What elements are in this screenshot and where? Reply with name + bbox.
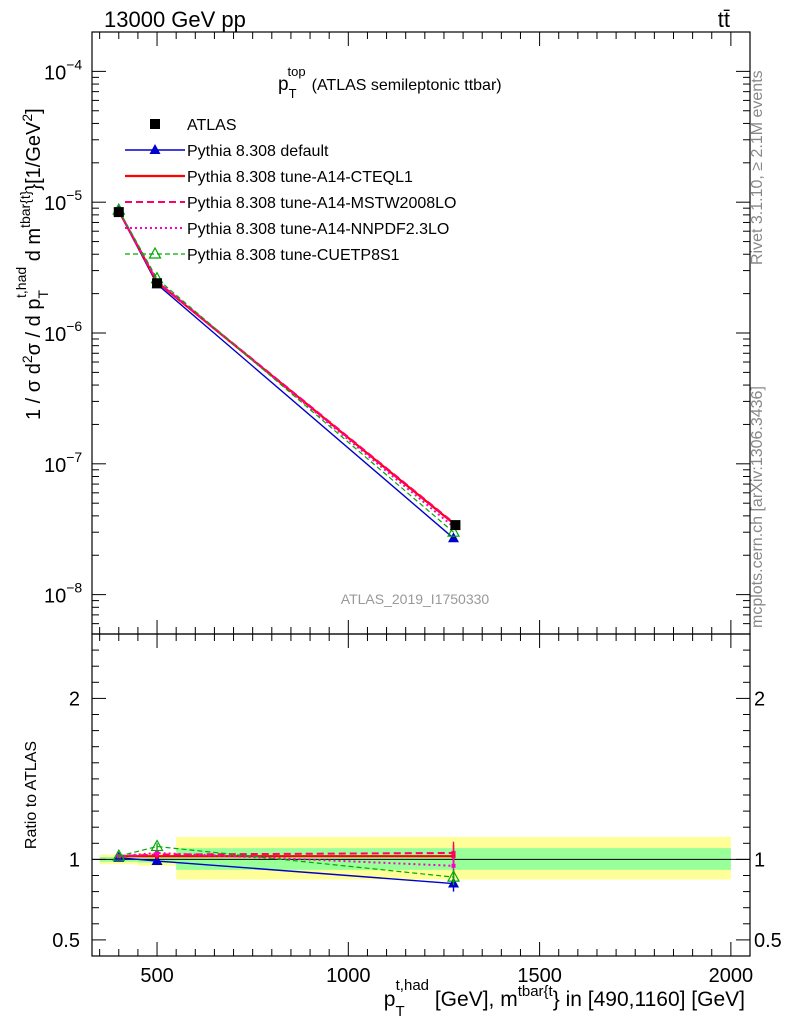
ratio-data-point <box>150 839 164 852</box>
legend-entry: Pythia 8.308 tune-A14-NNPDF2.3LO <box>125 221 449 238</box>
main-data-point <box>152 278 163 289</box>
main-y-tick-label: 10−7 <box>44 449 82 477</box>
x-axis-label: pTt,had [GeV], mtbar{t} in [490,1160] [G… <box>384 977 745 1020</box>
mcplots-label: mcplots.cern.ch [arXiv:1306.3436] <box>749 386 766 628</box>
legend-entry: Pythia 8.308 default <box>125 143 329 160</box>
main-y-tick-label: 10−5 <box>44 187 82 215</box>
ratio-y-tick-label: 1 <box>69 849 80 871</box>
ratio-data-point <box>447 869 461 882</box>
legend-marker <box>148 246 162 259</box>
ratio-y-tick-label-right: 2 <box>754 688 765 710</box>
main-data-point <box>113 207 124 218</box>
ratio-y-tick-label-right: 0.5 <box>754 930 782 952</box>
ratio-data-point <box>151 855 163 866</box>
main-y-tick-label: 10−4 <box>44 56 82 84</box>
x-tick-label: 500 <box>140 965 173 987</box>
legend-marker <box>150 119 160 129</box>
main-y-tick-label: 10−8 <box>44 580 82 608</box>
x-tick-label: 2000 <box>709 965 754 987</box>
ratio-data-point <box>451 850 456 855</box>
main-series-0 <box>113 207 461 531</box>
analysis-watermark: ATLAS_2019_I1750330 <box>341 591 490 607</box>
legend-entry: Pythia 8.308 tune-CUETP8S1 <box>125 246 400 264</box>
main-y-axis-label: 1 / σ d2σ / d pTt,had d mtbar{t}}[1/GeV2… <box>13 108 51 420</box>
plot-title: pTtop(ATLAS semileptonic ttbar) <box>278 64 502 101</box>
legend-label: Pythia 8.308 tune-A14-MSTW2008LO <box>187 195 456 212</box>
ratio-data-point <box>112 848 126 861</box>
ratio-y-tick-label-right: 1 <box>754 849 765 871</box>
ratio-series-4 <box>112 839 461 886</box>
rivet-version-label: Rivet 3.1.10, ≥ 2.1M events <box>749 70 766 265</box>
ratio-series-line <box>118 851 454 867</box>
main-data-point <box>450 520 461 531</box>
energy-label: 13000 GeV pp <box>104 7 246 32</box>
ratio-data-point <box>451 863 456 868</box>
process-label: tt̄ <box>718 7 730 32</box>
legend-label: ATLAS <box>187 117 237 134</box>
legend-label: Pythia 8.308 default <box>187 143 329 160</box>
ratio-y-tick-label: 2 <box>69 688 80 710</box>
x-tick-label: 1000 <box>326 965 371 987</box>
legend-label: Pythia 8.308 tune-A14-CTEQL1 <box>187 169 413 186</box>
legend-label: Pythia 8.308 tune-A14-NNPDF2.3LO <box>187 221 449 238</box>
legend-marker <box>149 144 161 154</box>
legend-entry: ATLAS <box>150 117 237 134</box>
ratio-data-point <box>155 850 160 855</box>
ratio-plot-frame <box>91 633 751 957</box>
main-data-point <box>448 532 460 543</box>
legend-entry: Pythia 8.308 tune-A14-MSTW2008LO <box>125 195 456 212</box>
main-y-tick-label: 10−6 <box>44 318 82 346</box>
ratio-y-axis-label: Ratio to ATLAS <box>23 741 40 849</box>
main-data-point <box>447 524 461 537</box>
x-tick-label: 1500 <box>517 965 562 987</box>
main-series-line <box>118 209 454 533</box>
legend-entry: Pythia 8.308 tune-A14-CTEQL1 <box>125 169 413 186</box>
legend-label: Pythia 8.308 tune-CUETP8S1 <box>187 247 400 264</box>
ratio-y-tick-label: 0.5 <box>52 930 80 952</box>
